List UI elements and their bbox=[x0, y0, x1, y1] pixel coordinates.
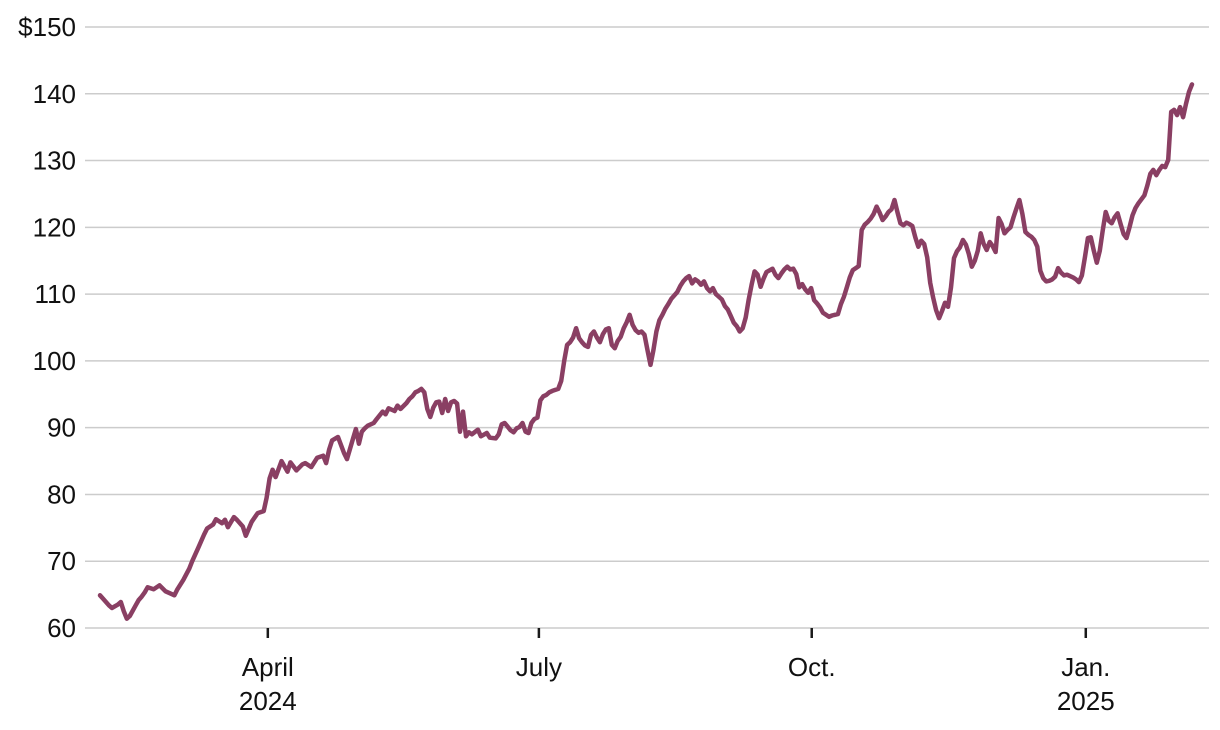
y-axis-label-90: 90 bbox=[47, 413, 76, 443]
x-axis-sublabel-2024: 2024 bbox=[239, 686, 297, 716]
x-axis-sublabel-2025: 2025 bbox=[1057, 686, 1115, 716]
y-axis-label-60: 60 bbox=[47, 613, 76, 643]
y-axis-label-150: $150 bbox=[18, 12, 76, 42]
x-axis-label-oct: Oct. bbox=[788, 652, 836, 682]
price-line bbox=[97, 82, 1195, 621]
y-axis-label-100: 100 bbox=[33, 346, 76, 376]
y-axis-label-110: 110 bbox=[35, 279, 76, 309]
y-axis-label-70: 70 bbox=[47, 546, 76, 576]
y-axis-label-80: 80 bbox=[47, 479, 76, 509]
x-axis-label-april: April bbox=[242, 652, 294, 682]
x-axis-label-july: July bbox=[516, 652, 562, 682]
y-axis-label-140: 140 bbox=[33, 79, 76, 109]
y-axis-label-120: 120 bbox=[33, 212, 76, 242]
y-axis-label-130: 130 bbox=[33, 146, 76, 176]
x-axis-label-jan: Jan. bbox=[1061, 652, 1110, 682]
